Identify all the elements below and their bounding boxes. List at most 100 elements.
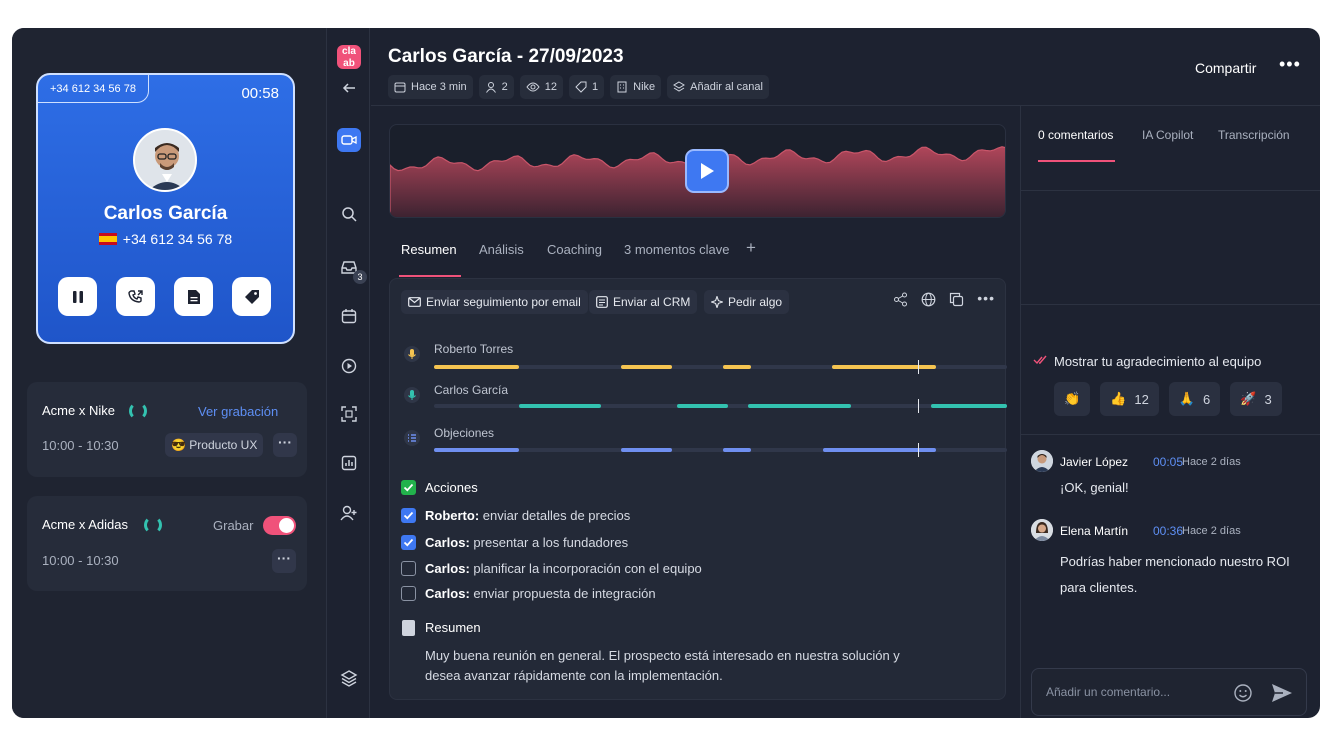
header-more-button[interactable]: ••• <box>1279 54 1301 74</box>
playhead[interactable] <box>918 443 919 457</box>
rocket-icon: 🚀 <box>1240 391 1257 406</box>
meeting-card-adidas[interactable]: Acme x Adidas Grabar 10:00 - 10:30 ··· <box>27 496 307 591</box>
playhead[interactable] <box>918 360 919 374</box>
ask-ai-button[interactable]: Pedir algo <box>704 290 790 314</box>
audio-waveform[interactable] <box>389 124 1006 218</box>
tag-button[interactable] <box>232 277 271 316</box>
inbox-icon <box>341 261 357 274</box>
meta-views[interactable]: 12 <box>519 75 564 99</box>
transfer-call-button[interactable] <box>116 277 155 316</box>
reaction-thumbs-up[interactable]: 👍 12 <box>1100 382 1159 416</box>
meta-people-count: 2 <box>501 81 508 93</box>
globe-icon[interactable] <box>921 292 936 307</box>
tab-comments[interactable]: 0 comentarios <box>1038 128 1114 142</box>
comment-ago: Hace 2 días <box>1182 525 1241 537</box>
nav-analytics[interactable] <box>337 451 361 475</box>
nav-search[interactable] <box>337 202 361 226</box>
play-circle-icon <box>341 358 357 374</box>
add-tab-button[interactable]: + <box>746 238 756 257</box>
action-checkbox[interactable] <box>401 508 416 523</box>
emoji-icon[interactable] <box>1233 683 1253 703</box>
comment-timestamp-link[interactable]: 00:36 <box>1153 524 1184 538</box>
share-button[interactable]: Compartir <box>1195 60 1257 76</box>
reaction-count: 3 <box>1264 391 1272 407</box>
comment-text: ¡OK, genial! <box>1060 480 1129 495</box>
send-icon[interactable] <box>1271 683 1293 703</box>
send-followup-button[interactable]: Enviar seguimiento por email <box>401 290 588 314</box>
tab-ai-copilot[interactable]: IA Copilot <box>1142 128 1194 142</box>
document-icon <box>187 289 200 304</box>
meta-company-label: Nike <box>633 81 656 93</box>
back-button[interactable] <box>337 76 361 100</box>
meta-time[interactable]: Hace 3 min <box>388 75 473 99</box>
comment-input[interactable]: Añadir un comentario... <box>1031 668 1307 716</box>
record-toggle[interactable] <box>263 516 296 535</box>
comment-text: Podrías haber mencionado nuestro ROI par… <box>1060 554 1290 595</box>
sync-icon <box>129 402 147 420</box>
play-button[interactable] <box>685 149 729 193</box>
meeting-tag-chip[interactable]: 😎 Producto UX <box>165 433 264 457</box>
copy-icon[interactable] <box>949 292 964 307</box>
action-checkbox[interactable] <box>401 561 416 576</box>
nav-scan[interactable] <box>337 402 361 426</box>
tab-analisis[interactable]: Análisis <box>479 242 524 257</box>
meta-people[interactable]: 2 <box>478 75 514 99</box>
meta-company[interactable]: Nike <box>610 75 662 99</box>
nav-add-user[interactable] <box>337 501 361 525</box>
reaction-pray[interactable]: 🙏 6 <box>1168 382 1221 416</box>
view-recording-link[interactable]: Ver grabación <box>198 404 279 419</box>
tab-momentos-clave[interactable]: 3 momentos clave <box>624 242 730 257</box>
nav-layers[interactable] <box>337 666 361 690</box>
meeting-card-nike[interactable]: Acme x Nike Ver grabación 10:00 - 10:30 … <box>27 382 307 477</box>
notes-button[interactable] <box>174 277 213 316</box>
action-checkbox[interactable] <box>401 535 416 550</box>
speaker-track-carlos[interactable] <box>434 399 1007 413</box>
microphone-icon <box>404 346 420 362</box>
mail-icon <box>408 297 421 307</box>
layers-icon <box>340 670 358 687</box>
active-tab-indicator <box>1038 160 1115 162</box>
nav-inbox[interactable] <box>337 255 361 279</box>
reaction-rocket[interactable]: 🚀 3 <box>1230 382 1282 416</box>
action-item: Carlos: enviar propuesta de integración <box>425 586 656 601</box>
action-checkbox[interactable] <box>401 586 416 601</box>
content-tabs: Resumen Análisis Coaching 3 momentos cla… <box>389 238 1006 278</box>
action-item: Carlos: planificar la incorporación con … <box>425 561 702 576</box>
speaker-name: Objeciones <box>434 426 495 440</box>
meeting-more-button[interactable]: ··· <box>272 549 296 573</box>
reaction-count: 12 <box>1134 391 1149 407</box>
nav-calendar[interactable] <box>337 304 361 328</box>
meeting-time: 10:00 - 10:30 <box>42 553 119 568</box>
summary-panel: Enviar seguimiento por email Enviar al C… <box>389 278 1007 700</box>
meeting-more-button[interactable]: ··· <box>273 433 297 457</box>
nav-player[interactable] <box>337 354 361 378</box>
meta-bar: Hace 3 min 2 12 1 Nike Añadir al canal <box>388 75 769 99</box>
inbox-badge: 3 <box>353 270 367 284</box>
share-icon[interactable] <box>893 292 908 307</box>
send-crm-button[interactable]: Enviar al CRM <box>589 290 698 314</box>
double-check-icon <box>1033 355 1047 365</box>
tab-resumen[interactable]: Resumen <box>401 242 457 257</box>
nav-recordings[interactable] <box>337 128 361 152</box>
tag-icon <box>244 289 259 304</box>
call-number-tag: +34 612 34 56 78 <box>38 75 149 103</box>
pause-call-button[interactable] <box>58 277 97 316</box>
panel-more-button[interactable]: ••• <box>977 290 995 306</box>
speaker-track-roberto[interactable] <box>434 360 1007 374</box>
reaction-count: 6 <box>1203 391 1211 407</box>
tab-transcription[interactable]: Transcripción <box>1218 128 1290 142</box>
tab-coaching[interactable]: Coaching <box>547 242 602 257</box>
microphone-icon <box>404 387 420 403</box>
comments-panel: 0 comentarios IA Copilot Transcripción M… <box>1020 106 1320 718</box>
add-to-channel-button[interactable]: Añadir al canal <box>667 75 769 99</box>
playhead[interactable] <box>918 399 919 413</box>
objections-track[interactable] <box>434 443 1007 457</box>
active-tab-indicator <box>399 275 461 277</box>
meta-time-label: Hace 3 min <box>411 81 467 93</box>
comment-timestamp-link[interactable]: 00:05 <box>1153 455 1184 469</box>
pause-icon <box>72 290 83 303</box>
reaction-clap[interactable]: 👏 <box>1054 382 1091 416</box>
call-timer: 00:58 <box>241 85 279 102</box>
bar-chart-icon <box>341 455 357 471</box>
meta-tags[interactable]: 1 <box>569 75 605 99</box>
